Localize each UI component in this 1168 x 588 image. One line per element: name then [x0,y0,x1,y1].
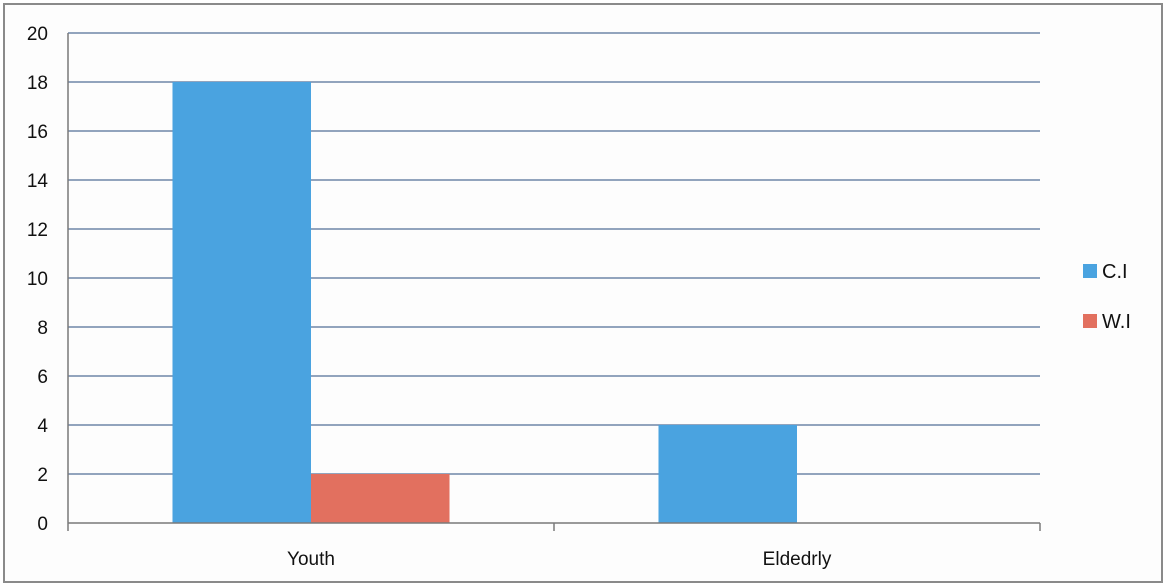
y-tick-label: 16 [27,122,48,143]
axes: 0 2 4 6 8 10 12 14 16 18 20 Youth Eldedrly [27,24,1041,570]
bar-w-i-youth [311,474,450,523]
y-tick-label: 8 [37,318,48,339]
legend: C.I W.I [1083,261,1131,333]
legend-label: W.I [1102,311,1131,333]
y-tick-label: 2 [37,465,48,486]
x-category-label: Eldedrly [763,549,832,570]
x-category-label: Youth [287,549,335,570]
bars [172,82,797,523]
y-tick-label: 14 [27,171,49,192]
legend-swatch [1083,314,1097,328]
y-tick-label: 6 [37,367,48,388]
bar-c-i-eldedrly [658,425,797,523]
y-tick-label: 4 [37,416,48,437]
legend-swatch [1083,264,1097,278]
y-tick-label: 18 [27,73,48,94]
y-tick-label: 0 [37,514,48,535]
y-tick-label: 10 [27,269,48,290]
bar-c-i-youth [172,82,311,523]
y-tick-label: 12 [27,220,48,241]
legend-label: C.I [1102,261,1128,283]
y-tick-label: 20 [27,24,48,45]
